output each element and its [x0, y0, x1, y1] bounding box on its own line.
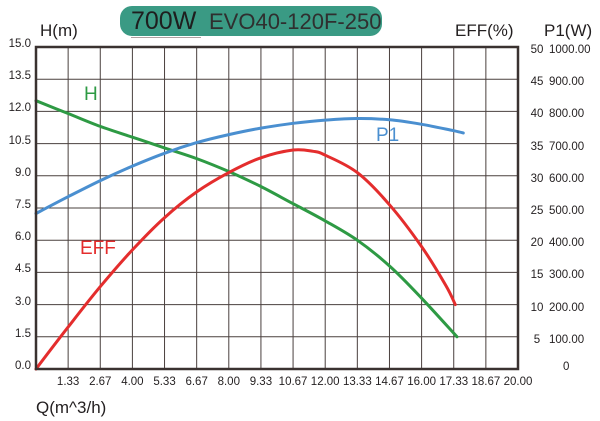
x-tick-label: 8.00: [217, 376, 240, 388]
y-axis-title-head: H(m): [40, 21, 78, 40]
head-curve: [34, 99, 459, 339]
y-tick-label: 4.5: [15, 263, 31, 276]
eff-tick-label: 5: [533, 333, 541, 346]
series-label-efficiency: EFF: [80, 238, 116, 259]
power-tick-label: 1000.00: [549, 44, 591, 56]
y-tick-label: 0.0: [15, 360, 31, 372]
eff-tick-label: 35: [530, 140, 544, 153]
power-tick-label: 700.00: [549, 140, 585, 153]
power-tick-label: 200.00: [549, 301, 585, 314]
x-tick-label: 14.67: [375, 376, 404, 388]
title-underline: [131, 37, 201, 38]
series-label-head: H: [84, 84, 98, 105]
x-tick-label: 4.00: [121, 376, 144, 388]
y-tick-label: 12.0: [8, 102, 31, 115]
x-tick-label: 2.67: [89, 376, 112, 388]
x-tick-label: 6.67: [185, 376, 208, 388]
chart-curves: [34, 99, 465, 371]
x-tick-label: 20.00: [503, 376, 533, 388]
power-tick-label: 600.00: [549, 172, 585, 185]
x-tick-label: 16.00: [407, 376, 436, 388]
x-tick-label: 18.67: [471, 376, 501, 388]
title-banner: [120, 6, 382, 36]
x-tick-label: 12.00: [310, 376, 340, 388]
eff-tick-label: 20: [530, 237, 544, 250]
y-tick-label: 1.5: [15, 327, 31, 340]
eff-tick-label: 15: [530, 269, 544, 282]
eff-tick-label: 45: [530, 76, 544, 89]
x-tick-label: 1.33: [56, 376, 80, 388]
eff-tick-label: 10: [530, 301, 544, 314]
chart-grid: [36, 47, 518, 369]
series-label-power: P1: [376, 125, 400, 146]
power-tick-label: 400.00: [549, 237, 585, 250]
power-tick-label: 0: [563, 361, 570, 373]
power-tick-label: 300.00: [549, 269, 585, 282]
power-tick-label: 900.00: [549, 76, 585, 89]
x-tick-label: 5.33: [153, 376, 176, 388]
power-rating: 700W: [131, 7, 197, 35]
y-tick-label: 3.0: [15, 295, 31, 308]
x-tick-label: 17.33: [439, 376, 469, 388]
y-tick-label: 10.5: [8, 134, 31, 147]
y-tick-label: 13.5: [8, 70, 31, 83]
x-tick-label: 13.33: [342, 376, 372, 388]
eff-tick-label: 25: [530, 205, 544, 217]
model-name: EVO40-120F-250: [209, 9, 382, 34]
power-tick-label: 500.00: [549, 205, 585, 217]
x-tick-label: 10.67: [278, 376, 308, 388]
y-tick-label: 15.0: [8, 38, 31, 50]
x-axis-title: Q(m^3/h): [36, 398, 107, 417]
efficiency-curve: [34, 148, 457, 371]
eff-tick-label: 30: [530, 172, 544, 185]
y-tick-label: 6.0: [15, 231, 31, 244]
x-tick-label: 9.33: [249, 376, 273, 388]
plot-frame: [34, 45, 520, 371]
power-tick-label: 100.00: [549, 333, 585, 346]
y-tick-label: 7.5: [15, 199, 31, 211]
y-axis-title-power: P1(W): [544, 21, 593, 40]
y-tick-label: 9.0: [15, 166, 31, 179]
power-curve: [34, 116, 465, 215]
power-tick-label: 800.00: [549, 108, 585, 121]
y-axis-title-eff: EFF(%): [455, 21, 514, 40]
eff-tick-label: 40: [530, 108, 544, 121]
eff-tick-label: 50: [530, 44, 544, 56]
